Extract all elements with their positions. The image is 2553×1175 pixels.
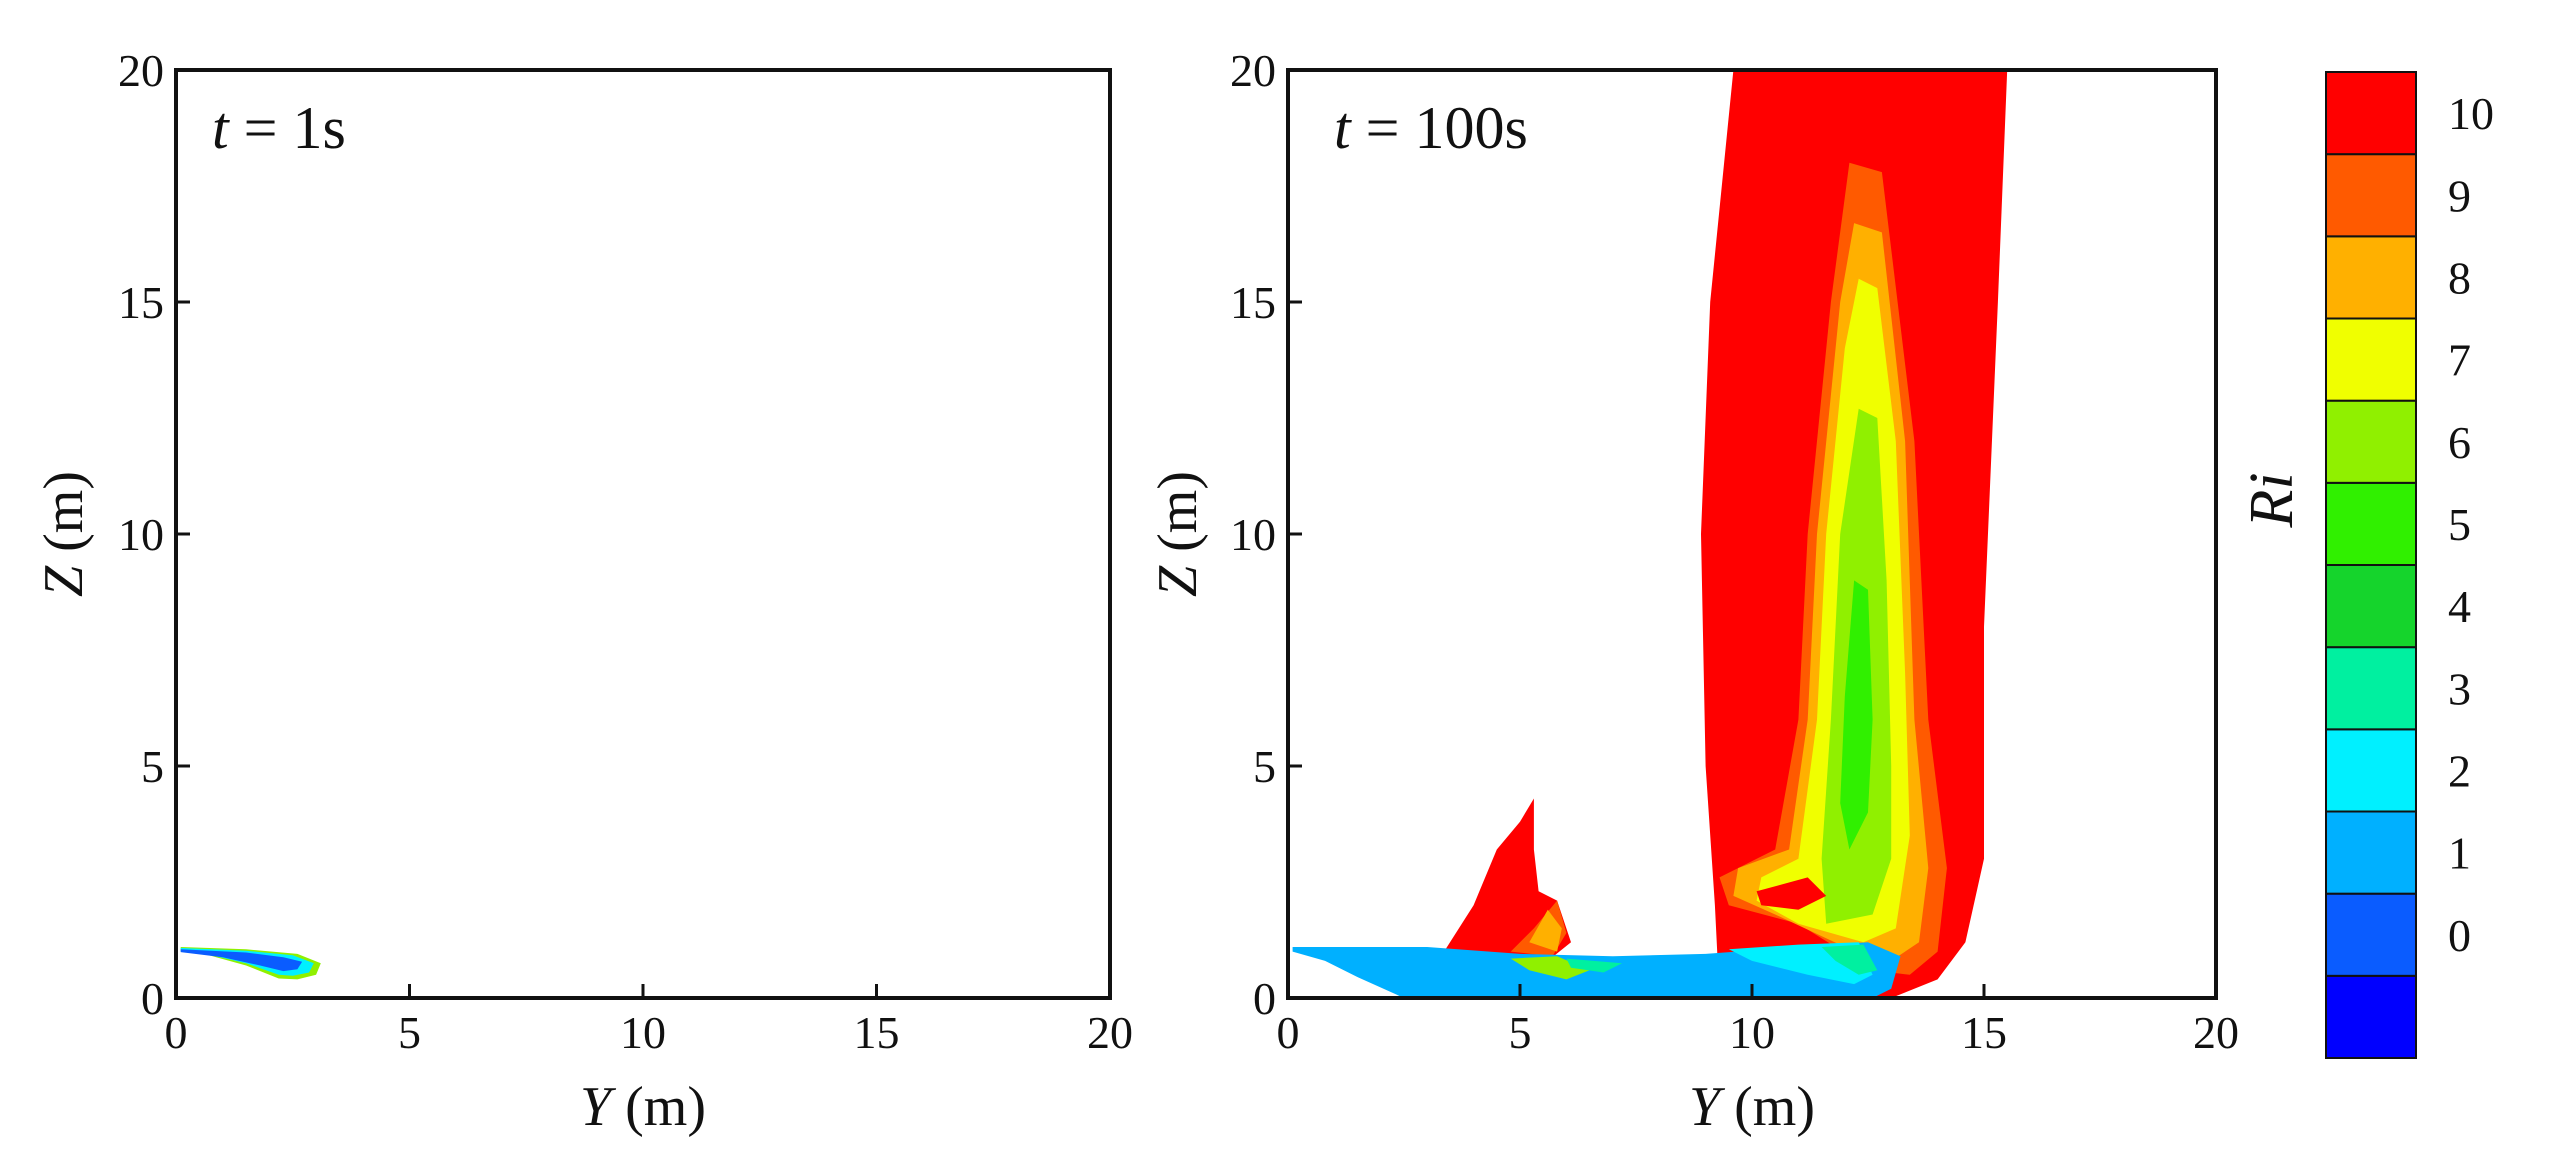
colorbar-cell <box>2325 974 2417 1059</box>
colorbar-cell <box>2325 892 2417 977</box>
contour-regions <box>180 947 321 980</box>
colorbar-cell <box>2325 317 2417 402</box>
contour-region-level-10 <box>1441 798 1571 961</box>
colorbar-cell <box>2325 564 2417 649</box>
colorbar-cell <box>2325 399 2417 484</box>
y-tick-label: 0 <box>141 973 164 1024</box>
colorbar-cell <box>2325 728 2417 813</box>
colorbar-label: 2 <box>2448 745 2471 796</box>
x-axis-label: Y (m) <box>580 1076 706 1138</box>
contour-regions <box>1292 70 2008 998</box>
colorbar-cell <box>2325 153 2417 238</box>
x-tick-label: 5 <box>398 1007 421 1058</box>
contour-region-level-8 <box>1529 909 1562 952</box>
axis-ticks: 0 5 10 15 20 0 5 10 15 20 <box>1230 45 2239 1058</box>
x-tick-label: 10 <box>1729 1007 1775 1058</box>
colorbar-label: 0 <box>2448 910 2471 961</box>
y-tick-label: 10 <box>1230 509 1276 560</box>
colorbar-label: 4 <box>2448 581 2471 632</box>
x-tick-label: 20 <box>2193 1007 2239 1058</box>
x-axis-label: Y (m) <box>1689 1076 1815 1138</box>
x-tick-label: 10 <box>620 1007 666 1058</box>
contour-region-level-0 <box>180 949 303 972</box>
contour-region-level-3 <box>1566 958 1623 973</box>
panel-t1s: 0 5 10 15 20 0 5 10 15 20 t = 1s Y (m) Z (m) <box>33 45 1133 1138</box>
x-tick-label: 0 <box>165 1007 188 1058</box>
y-tick-label: 0 <box>1253 973 1276 1024</box>
y-tick-label: 15 <box>1230 277 1276 328</box>
colorbar-label: 7 <box>2448 335 2471 386</box>
y-tick-label: 15 <box>118 277 164 328</box>
y-tick-label: 20 <box>118 45 164 96</box>
colorbar-label: 1 <box>2448 828 2471 879</box>
x-tick-label: 15 <box>854 1007 900 1058</box>
x-tick-label: 5 <box>1509 1007 1532 1058</box>
colorbar-label: 9 <box>2448 170 2471 221</box>
contour-region-level-3 <box>1821 944 1878 975</box>
y-axis-label: Z (m) <box>33 471 95 597</box>
colorbar-cell <box>2325 646 2417 731</box>
x-tick-label: 15 <box>1961 1007 2007 1058</box>
axis-ticks: 0 5 10 15 20 0 5 10 15 20 <box>118 45 1133 1058</box>
colorbar-cell <box>2325 235 2417 320</box>
colorbar-label: 10 <box>2448 88 2494 139</box>
panel-t100s: 0 5 10 15 20 0 5 10 15 20 t = 100s Y (m) Z (m) <box>1147 45 2239 1138</box>
y-tick-label: 20 <box>1230 45 1276 96</box>
y-tick-label: 5 <box>1253 741 1276 792</box>
colorbar-label: 8 <box>2448 252 2471 303</box>
panel-label: t = 100s <box>1334 95 1528 161</box>
contour-region-level-10 <box>1756 877 1827 910</box>
x-tick-label: 20 <box>1087 1007 1133 1058</box>
colorbar-cell <box>2325 810 2417 895</box>
colorbar-label: 6 <box>2448 417 2471 468</box>
colorbar-label: 5 <box>2448 499 2471 550</box>
colorbar-cell <box>2325 71 2417 156</box>
colorbar-title: Ri <box>2238 472 2306 528</box>
x-tick-label: 0 <box>1277 1007 1300 1058</box>
y-tick-label: 10 <box>118 509 164 560</box>
colorbar-cell <box>2325 481 2417 567</box>
panel-label: t = 1s <box>212 95 346 161</box>
y-tick-label: 5 <box>141 741 164 792</box>
colorbar-label: 3 <box>2448 663 2471 714</box>
colorbar-cells <box>2325 71 2417 1059</box>
y-axis-label: Z (m) <box>1147 471 1209 597</box>
plot-frame <box>174 68 1112 1000</box>
contour-region-level-5 <box>1840 580 1873 850</box>
